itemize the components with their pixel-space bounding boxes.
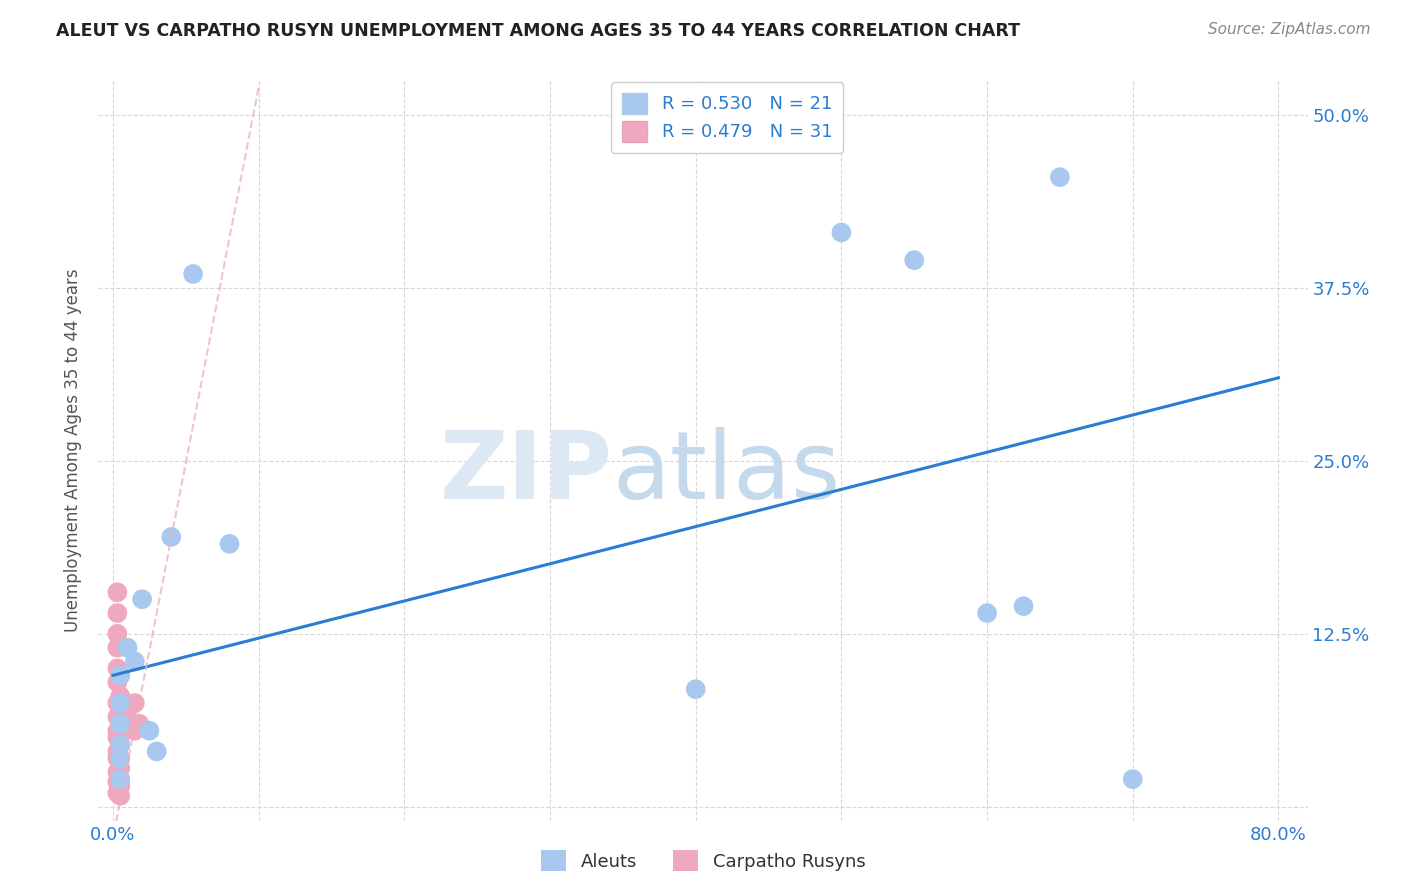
Point [903,253,925,268]
Point [105,585,128,599]
Text: ALEUT VS CARPATHO RUSYN UNEMPLOYMENT AMONG AGES 35 TO 44 YEARS CORRELATION CHART: ALEUT VS CARPATHO RUSYN UNEMPLOYMENT AMO… [56,22,1021,40]
Point [1049,170,1071,185]
Point [105,744,128,758]
Point [128,716,150,731]
Point [110,738,132,752]
Text: ZIP: ZIP [440,426,613,518]
Point [105,751,128,765]
Point [105,627,128,641]
Point [181,267,204,281]
Point [105,696,128,710]
Text: Source: ZipAtlas.com: Source: ZipAtlas.com [1208,22,1371,37]
Point [685,682,707,697]
Point [145,744,167,758]
Point [110,751,132,765]
Point [110,706,132,720]
Point [110,723,132,738]
Point [110,761,132,775]
Point [110,779,132,793]
Point [105,731,128,745]
Point [110,668,132,682]
Y-axis label: Unemployment Among Ages 35 to 44 years: Unemployment Among Ages 35 to 44 years [65,268,83,632]
Point [110,689,132,703]
Point [110,738,132,752]
Point [124,696,146,710]
Point [1122,772,1144,786]
Point [110,772,132,786]
Point [105,765,128,780]
Point [110,772,132,786]
Point [117,703,139,717]
Point [131,592,153,607]
Point [105,675,128,690]
Legend: R = 0.530   N = 21, R = 0.479   N = 31: R = 0.530 N = 21, R = 0.479 N = 31 [612,82,844,153]
Legend: Aleuts, Carpatho Rusyns: Aleuts, Carpatho Rusyns [533,843,873,879]
Point [110,668,132,682]
Point [105,710,128,724]
Point [110,789,132,803]
Point [160,530,183,544]
Point [117,640,139,655]
Point [105,786,128,800]
Point [110,751,132,765]
Point [138,723,160,738]
Point [218,537,240,551]
Point [110,716,132,731]
Text: atlas: atlas [613,426,841,518]
Point [105,661,128,675]
Point [976,606,998,620]
Point [110,696,132,710]
Point [105,640,128,655]
Point [114,723,136,738]
Point [1012,599,1035,614]
Point [105,606,128,620]
Point [105,775,128,789]
Point [124,655,146,669]
Point [124,723,146,738]
Point [105,723,128,738]
Point [830,226,852,240]
Point [120,716,142,731]
